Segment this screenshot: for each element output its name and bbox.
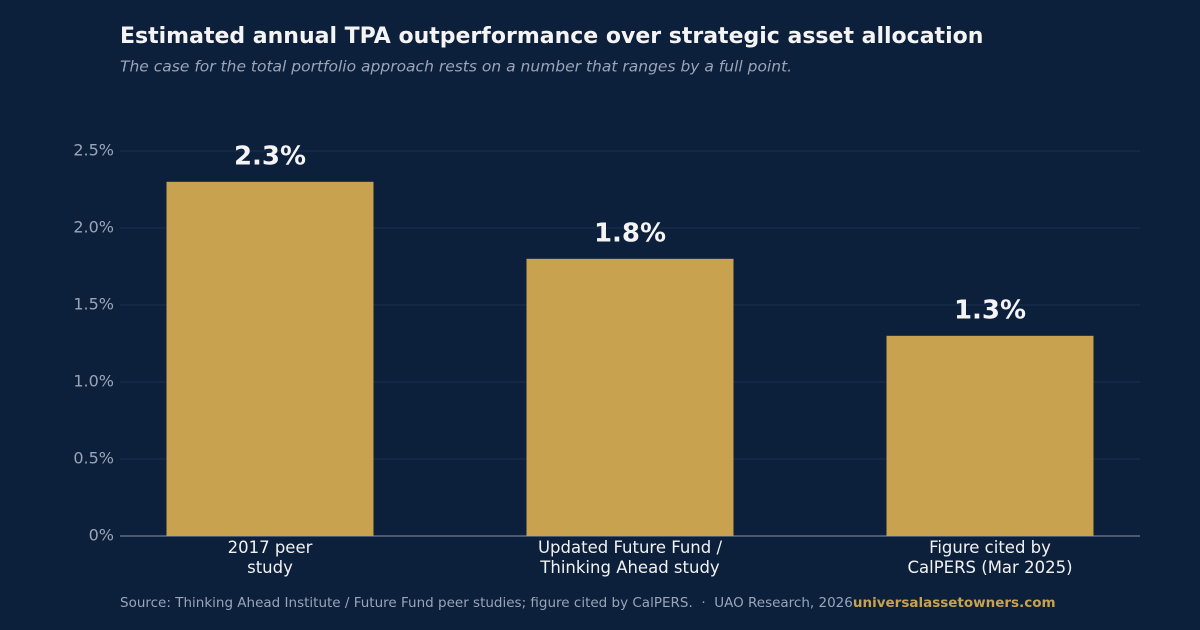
x-tick-label: Figure cited by CalPERS (Mar 2025) — [907, 538, 1073, 577]
y-tick-label: 1.0% — [73, 372, 114, 391]
footer: Source: Thinking Ahead Institute / Futur… — [120, 595, 1056, 611]
chart-title: Estimated annual TPA outperformance over… — [120, 24, 983, 49]
y-tick-label: 1.5% — [73, 295, 114, 314]
y-tick-label: 0.5% — [73, 449, 114, 468]
brand: universalassetowners.com — [852, 595, 1056, 611]
y-tick-label: 0% — [89, 526, 114, 545]
value-label: 2.3% — [234, 141, 306, 171]
y-tick-label: 2.5% — [73, 141, 114, 160]
bar — [886, 335, 1094, 536]
y-tick-label: 2.0% — [73, 218, 114, 237]
value-label: 1.8% — [594, 218, 666, 248]
bar — [166, 181, 374, 537]
chart-subtitle: The case for the total portfolio approac… — [120, 58, 792, 76]
x-tick-label: Updated Future Fund / Thinking Ahead stu… — [537, 538, 723, 577]
x-tick-label: 2017 peer study — [227, 538, 313, 577]
value-label: 1.3% — [954, 295, 1026, 325]
bar — [526, 258, 734, 536]
source: Source: Thinking Ahead Institute / Futur… — [120, 595, 853, 611]
